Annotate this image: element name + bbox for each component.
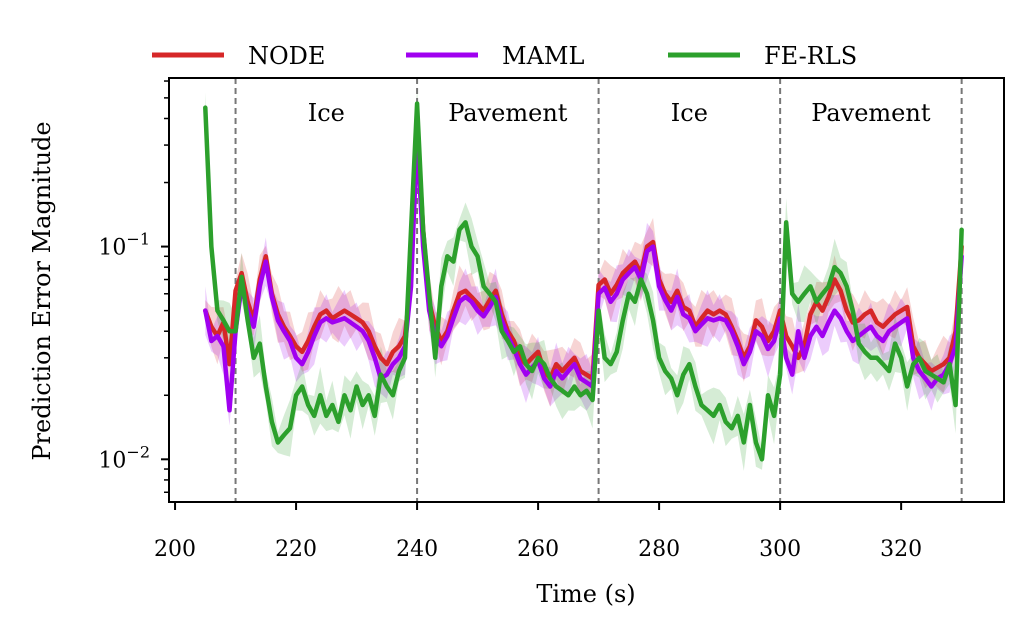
x-tick-label: 220	[275, 537, 317, 562]
legend-entry: NODE	[248, 42, 325, 70]
band-maml	[205, 112, 962, 426]
legend-entry: FE-RLS	[764, 42, 857, 70]
x-axis-label: Time (s)	[536, 580, 635, 608]
region-label: Pavement	[448, 99, 568, 127]
plot-frame	[168, 77, 1005, 503]
x-tick-label: 260	[517, 537, 559, 562]
y-axis-label: Prediction Error Magnitude	[28, 121, 56, 460]
y-tick-label: 10−1	[98, 230, 150, 261]
y-axis-ticks: 10−2 10−1	[98, 80, 169, 494]
legend-entry: MAML	[502, 42, 584, 70]
region-label: Ice	[671, 99, 708, 127]
x-tick-label: 320	[880, 537, 922, 562]
region-label: Ice	[308, 99, 345, 127]
region-label: Pavement	[811, 99, 931, 127]
series-line-fe-rls	[203, 101, 964, 462]
series-lines	[203, 101, 964, 462]
region-labels: Ice Pavement Ice Pavement	[308, 99, 931, 127]
x-axis-ticks: 200 220 240 260 280 300 320	[154, 502, 922, 562]
x-tick-label: 240	[396, 537, 438, 562]
band-fe-rls	[205, 88, 962, 471]
x-tick-label: 200	[154, 537, 196, 562]
legend: NODE MAML FE-RLS	[152, 42, 857, 70]
series-line-maml	[203, 134, 964, 413]
x-tick-label: 300	[759, 537, 801, 562]
y-tick-label: 10−2	[98, 442, 150, 473]
x-tick-label: 280	[638, 537, 680, 562]
series-line-node	[203, 120, 964, 381]
